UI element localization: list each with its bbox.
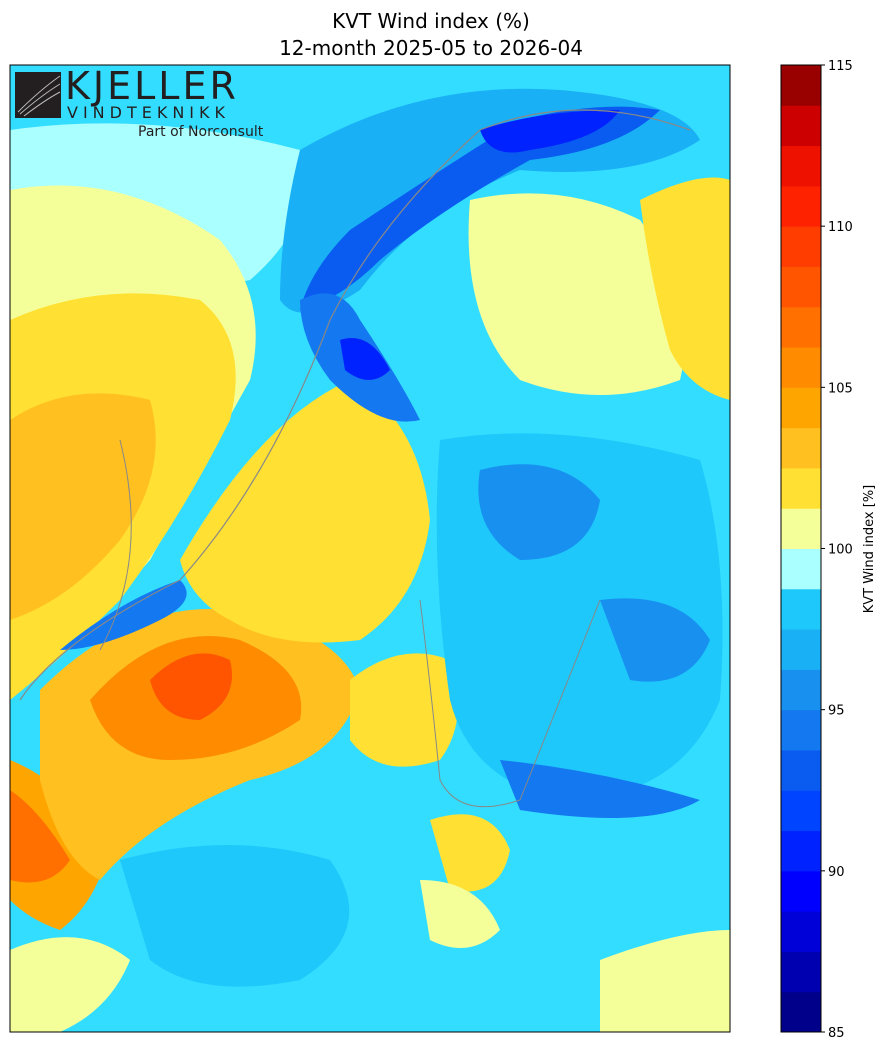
logo-name: KJELLER bbox=[65, 64, 239, 108]
colorbar-band bbox=[781, 629, 821, 670]
colorbar-band bbox=[781, 951, 821, 993]
colorbar-tick-label: 100 bbox=[828, 543, 853, 558]
colorbar-band bbox=[781, 105, 821, 147]
subtitle: 12-month 2025-05 to 2026-04 bbox=[279, 36, 583, 60]
colorbar-band bbox=[781, 266, 821, 308]
colorbar-band bbox=[781, 669, 821, 711]
colorbar-band bbox=[781, 709, 821, 751]
colorbar-tick-label: 90 bbox=[828, 865, 845, 880]
colorbar-band bbox=[781, 830, 821, 872]
colorbar-label: KVT Wind index [%] bbox=[862, 485, 877, 614]
logo-note: Part of Norconsult bbox=[138, 124, 264, 140]
logo-tagline: VINDTEKNIKK bbox=[67, 103, 230, 122]
colorbar-band bbox=[781, 467, 821, 509]
colorbar-tick-label: 110 bbox=[828, 220, 853, 235]
map bbox=[10, 65, 730, 1032]
title: KVT Wind index (%) bbox=[332, 9, 530, 33]
map-frame bbox=[9, 64, 731, 1033]
logo: KJELLER VINDTEKNIKK Part of Norconsult bbox=[15, 64, 264, 140]
colorbar-band bbox=[781, 226, 821, 267]
colorbar-band bbox=[781, 65, 821, 106]
colorbar: 85 90 95 100 105 110 115 bbox=[780, 59, 853, 1041]
colorbar-band bbox=[781, 749, 821, 791]
colorbar-band bbox=[781, 347, 821, 388]
colorbar-tick-label: 85 bbox=[828, 1026, 845, 1041]
colorbar-tick-label: 105 bbox=[828, 381, 853, 396]
colorbar-tick-label: 115 bbox=[828, 59, 853, 74]
colorbar-band bbox=[781, 548, 821, 590]
colorbar-band bbox=[781, 387, 821, 429]
colorbar-band bbox=[781, 427, 821, 469]
colorbar-band bbox=[781, 911, 821, 952]
colorbar-band bbox=[781, 870, 821, 912]
colorbar-band bbox=[781, 508, 821, 549]
colorbar-band bbox=[781, 306, 821, 348]
colorbar-band bbox=[781, 790, 821, 832]
colorbar-tick-label: 95 bbox=[828, 704, 845, 719]
colorbar-band bbox=[781, 185, 821, 227]
colorbar-band bbox=[781, 145, 821, 187]
logo-mark bbox=[15, 72, 61, 118]
colorbar-band bbox=[781, 588, 821, 630]
colorbar-band bbox=[781, 991, 821, 1033]
